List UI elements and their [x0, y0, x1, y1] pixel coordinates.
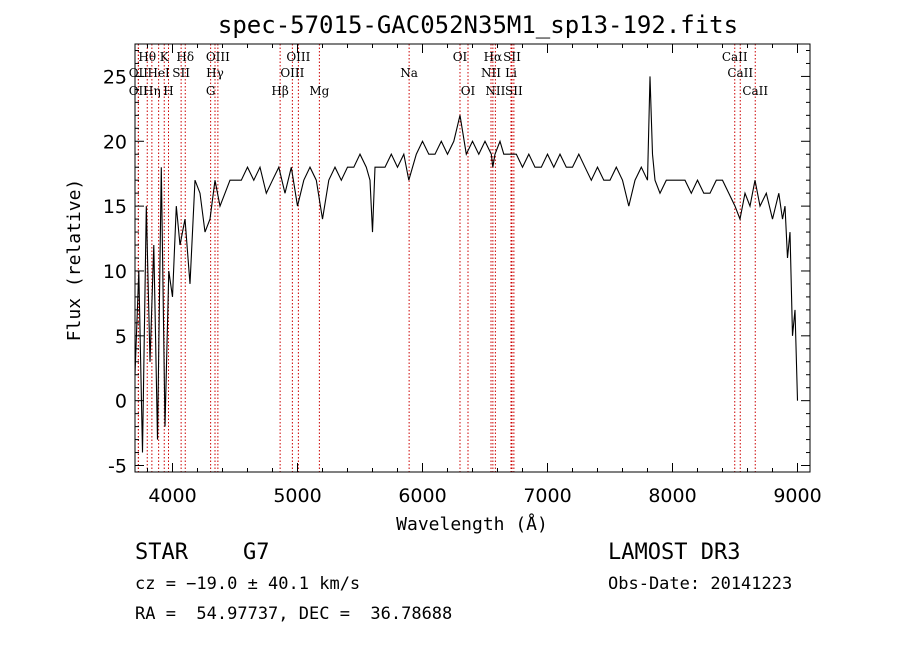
x-tick-label: 8000: [648, 485, 696, 507]
x-tick-label: 9000: [773, 485, 821, 507]
line-label: Mg: [309, 84, 329, 98]
survey-name: LAMOST DR3: [608, 540, 741, 565]
line-label: OII: [129, 84, 149, 98]
obs-date: Obs-Date: 20141223: [608, 574, 793, 594]
x-tick-label: 4000: [148, 485, 196, 507]
line-label: OII: [129, 66, 149, 80]
line-label: Hα: [484, 50, 503, 64]
line-label: Na: [400, 66, 418, 80]
x-tick-label: 7000: [523, 485, 571, 507]
spectrum-series: [134, 76, 799, 453]
line-label: OIII: [206, 50, 230, 64]
y-tick-label: 10: [103, 261, 127, 283]
line-label: SII: [503, 50, 521, 64]
y-tick-label: 0: [115, 391, 127, 413]
line-label: OI: [461, 84, 476, 98]
y-tick-label: 5: [115, 326, 127, 348]
x-axis: 4000 5000 6000 7000 8000 9000: [147, 44, 822, 507]
y-tick-label: 15: [103, 196, 127, 218]
line-label: NII: [481, 66, 501, 80]
spectral-line-markers: [137, 44, 756, 472]
object-subclass: G7: [243, 540, 270, 565]
object-class: STAR: [135, 540, 188, 565]
y-tick-label: 20: [103, 131, 127, 153]
x-tick-label: 6000: [398, 485, 446, 507]
line-label: Li: [505, 66, 517, 80]
line-label: SII: [505, 84, 523, 98]
y-tick-label: 25: [103, 66, 127, 88]
line-label: K: [160, 50, 170, 64]
line-label: CaII: [727, 66, 753, 80]
line-label: Hη: [143, 84, 161, 98]
line-label: OI: [453, 50, 468, 64]
line-label: H: [163, 84, 173, 98]
y-axis-label: Flux (relative): [64, 179, 85, 342]
line-label: OIII: [286, 50, 310, 64]
coordinates: RA = 54.97737, DEC = 36.78688: [135, 604, 453, 624]
y-tick-label: -5: [108, 456, 127, 478]
line-label: NII: [485, 84, 505, 98]
line-label: Hγ: [206, 66, 224, 80]
line-label: CaII: [722, 50, 748, 64]
y-axis: -5 0 5 10 15 20 25: [103, 49, 810, 478]
line-label: Hδ: [176, 50, 194, 64]
line-label: HeI: [147, 66, 170, 80]
chart-title: spec-57015-GAC052N35M1_sp13-192.fits: [218, 11, 738, 39]
line-label: Hβ: [271, 84, 288, 98]
line-label: Hθ: [138, 50, 156, 64]
line-label: OIII: [280, 66, 304, 80]
line-label: SII: [172, 66, 190, 80]
line-label: CaII: [742, 84, 768, 98]
x-tick-label: 5000: [273, 485, 321, 507]
plot-frame: [134, 43, 811, 473]
line-label: G: [206, 84, 216, 98]
x-axis-label: Wavelength (Å): [396, 513, 548, 535]
redshift-text: cz = −19.0 ± 40.1 km/s: [135, 574, 361, 594]
